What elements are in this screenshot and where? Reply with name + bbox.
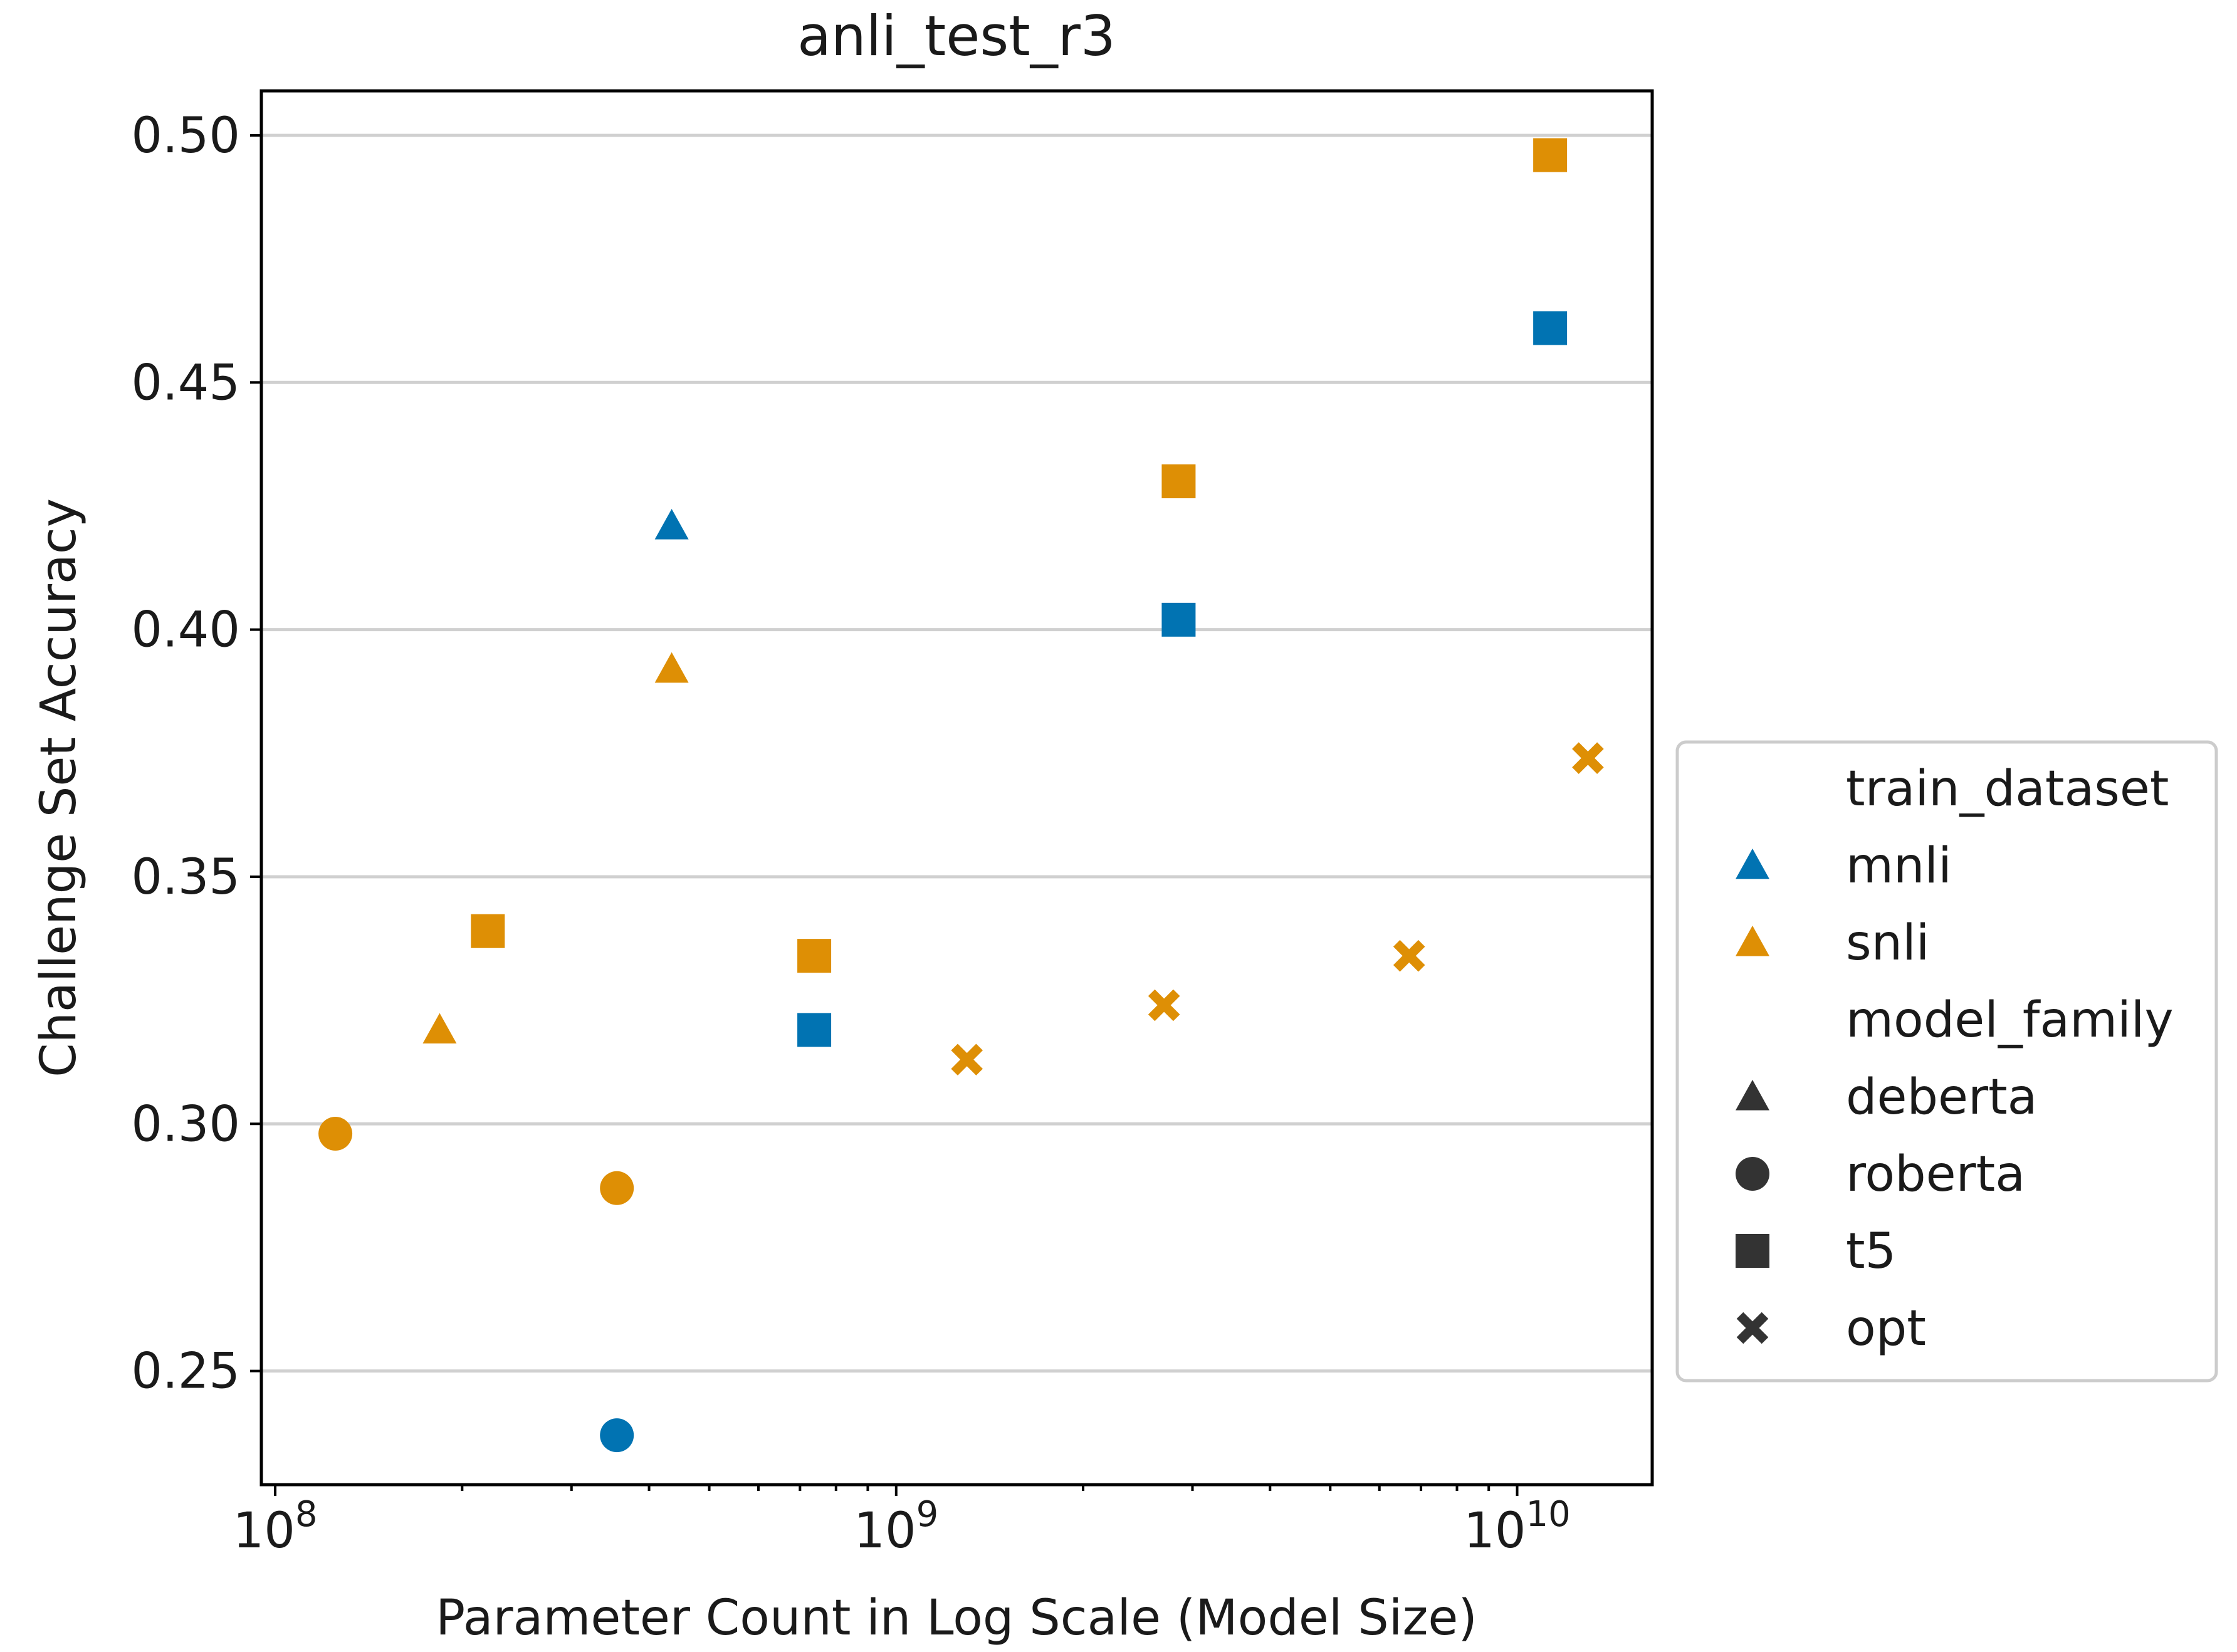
data-points (318, 138, 1604, 1453)
point-roberta-mnli (600, 1418, 634, 1453)
point-roberta-snli (318, 1117, 353, 1151)
point-deberta-snli (654, 652, 689, 683)
x-tick-label: 108 (233, 1494, 318, 1559)
y-tick-label: 0.25 (131, 1344, 240, 1400)
legend-marker-snli (1736, 926, 1769, 956)
point-t5-mnli (1161, 602, 1196, 637)
chart-title: anli_test_r3 (797, 4, 1116, 68)
legend-label-t5: t5 (1846, 1223, 1896, 1280)
y-tick-label: 0.35 (131, 849, 240, 906)
point-deberta-mnli (654, 509, 689, 540)
legend-marker-mnli (1736, 849, 1769, 879)
y-tick-label: 0.50 (131, 108, 240, 164)
legend-marker-roberta (1736, 1157, 1769, 1191)
y-tick-label: 0.40 (131, 602, 240, 659)
y-axis-label: Challenge Set Accuracy (31, 498, 87, 1077)
legend-marker-deberta (1736, 1080, 1769, 1111)
legend-frame (1675, 740, 2218, 1383)
plot-frame (259, 89, 1654, 1487)
legend-label-roberta: roberta (1846, 1146, 2025, 1203)
grid-lines (261, 133, 1652, 1373)
point-opt-snli (1572, 742, 1604, 774)
point-roberta-snli (600, 1171, 634, 1205)
point-t5-snli (1161, 464, 1196, 499)
point-deberta-snli (422, 1013, 457, 1044)
point-opt-snli (1393, 939, 1425, 972)
point-opt-snli (951, 1043, 983, 1076)
legend-label-train_dataset: train_dataset (1846, 761, 2169, 817)
legend-label-mnli: mnli (1846, 838, 1952, 894)
point-t5-mnli (1533, 311, 1568, 345)
point-t5-snli (471, 914, 505, 948)
x-axis-label: Parameter Count in Log Scale (Model Size… (436, 1590, 1477, 1646)
x-tick-label: 109 (854, 1494, 938, 1559)
legend-label-model_family: model_family (1846, 992, 2174, 1048)
y-tick-label: 0.45 (131, 355, 240, 411)
legend-label-snli: snli (1846, 915, 1929, 971)
y-tick-label: 0.30 (131, 1096, 240, 1153)
legend-marker-opt (1736, 1312, 1769, 1344)
point-t5-mnli (797, 1013, 832, 1047)
x-tick-label: 1010 (1464, 1494, 1571, 1559)
legend-marker-t5 (1736, 1234, 1769, 1268)
point-t5-snli (1533, 138, 1568, 172)
legend-label-opt: opt (1846, 1300, 1926, 1357)
point-t5-snli (797, 939, 832, 973)
legend-label-deberta: deberta (1846, 1069, 2037, 1126)
point-opt-snli (1148, 989, 1180, 1022)
axis-ticks: 0.25 0.30 0.35 0.40 0.45 0.50 108 109 1010 (131, 108, 1570, 1559)
